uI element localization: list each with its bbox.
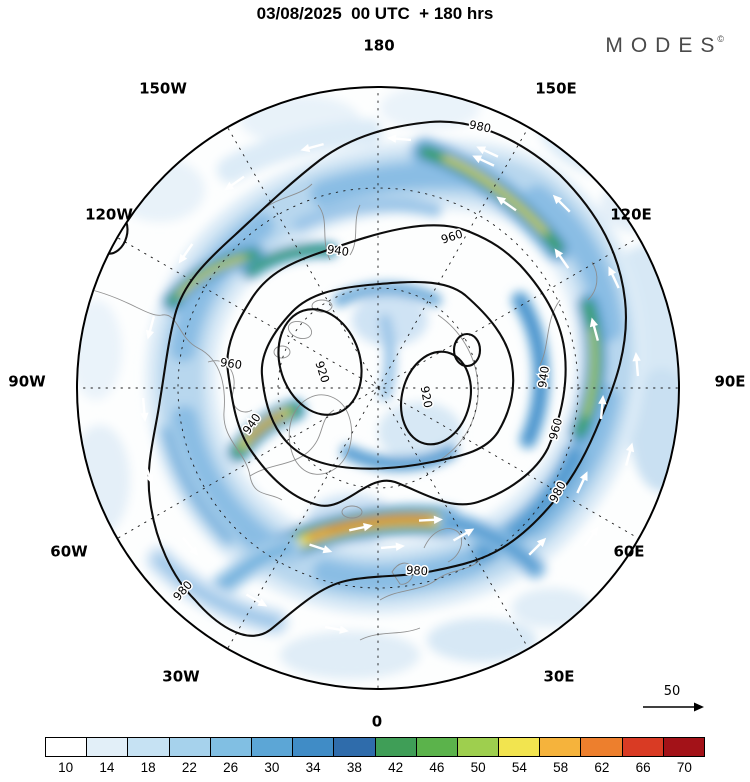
colorbar-tick-label: 62 — [594, 760, 610, 775]
colorbar-cell — [87, 738, 129, 756]
coastlines — [91, 183, 598, 641]
modes-logo-text: MODES — [605, 34, 723, 57]
isobar-960-contour — [226, 224, 567, 507]
isobar-label: 980 — [468, 117, 492, 135]
colorbar-tick-label: 46 — [429, 760, 445, 775]
isobar-label: 980 — [406, 563, 429, 578]
small-closed-contour — [452, 332, 482, 368]
colorbar-cell — [210, 738, 252, 756]
reference-vector-label: 50 — [664, 684, 681, 699]
chart-title: 03/08/2025 00 UTC + 180 hrs — [256, 4, 494, 23]
meridian-labels: 180 150W 150E 120W 120E 90W 90E 60W 60E … — [8, 37, 745, 731]
isobar-contours — [95, 120, 627, 637]
polar-map: 980 980 980 980 960 960 960 940 940 940 … — [8, 37, 745, 731]
meridian-label-180: 180 — [363, 37, 394, 55]
colorbar-cell — [375, 738, 417, 756]
meridian-label-30w: 30W — [162, 668, 200, 686]
colorbar-tick-label: 38 — [346, 760, 362, 775]
colorbar-cell — [334, 738, 376, 756]
meridian-label-120w: 120W — [85, 206, 133, 224]
colorbar-cell — [499, 738, 541, 756]
colorbar-cell — [251, 738, 294, 756]
meridian-label-90e: 90E — [714, 373, 745, 391]
colorbar-tick-label: 18 — [140, 760, 156, 775]
wind-speed-shading — [77, 87, 679, 679]
colorbar-cell — [457, 738, 500, 756]
colorbar-tick-label: 26 — [223, 760, 239, 775]
colorbar-tick-label: 54 — [511, 760, 527, 775]
colorbar-tick-label: 42 — [388, 760, 404, 775]
colorbar-cell — [169, 738, 211, 756]
isobar-920-contour — [400, 350, 472, 446]
isobar-980-contour — [147, 120, 627, 637]
map-boundary-circle — [76, 86, 680, 690]
colorbar-tick-label: 58 — [553, 760, 569, 775]
colorbar-tick-label: 30 — [264, 760, 280, 775]
meridian-label-150e: 150E — [535, 80, 577, 98]
colorbar-tick-label: 14 — [99, 760, 115, 775]
colorbar-cell — [416, 738, 458, 756]
colorbar-ticks: 10 14 18 22 26 30 34 38 42 46 50 54 58 62 66 70 — [45, 760, 705, 775]
reference-vector-arrowhead — [694, 702, 704, 712]
colorbar-tick-label: 50 — [470, 760, 486, 775]
graticule — [77, 87, 679, 689]
isobar-labels: 980 980 980 980 960 960 960 940 940 940 … — [169, 116, 571, 605]
colorbar-cell — [581, 738, 623, 756]
colorbar-cell — [128, 738, 170, 756]
colorbar-cell — [663, 738, 704, 756]
meridian-label-120e: 120E — [610, 206, 652, 224]
isobar-label: 940 — [535, 365, 552, 389]
colorbar-tick-label: 70 — [676, 760, 692, 775]
meridian-label-150w: 150W — [139, 80, 187, 98]
colorbar-tick-label: 22 — [181, 760, 197, 775]
meridian-label-30e: 30E — [543, 668, 574, 686]
meridian-label-90w: 90W — [8, 373, 46, 391]
modes-logo: MODES© — [605, 34, 724, 58]
isobar-label: 960 — [219, 355, 243, 372]
colorbar — [45, 737, 705, 757]
colorbar-cell — [293, 738, 335, 756]
isobar-940-contour — [260, 280, 515, 470]
reference-vector: 50 — [643, 684, 704, 712]
meridian-label-0: 0 — [372, 713, 382, 731]
isobar-label: 940 — [326, 242, 350, 259]
meridian-label-60w: 60W — [50, 543, 88, 561]
colorbar-cell — [540, 738, 582, 756]
meridian-label-60e: 60E — [613, 543, 644, 561]
isobar-label: 920 — [418, 385, 436, 409]
colorbar-cell — [622, 738, 664, 756]
isobar-920-contour — [277, 308, 363, 416]
modes-logo-mark: © — [717, 34, 724, 44]
colorbar-tick-label: 10 — [58, 760, 74, 775]
colorbar-cell — [46, 738, 88, 756]
colorbar-tick-label: 34 — [305, 760, 321, 775]
colorbar-tick-label: 66 — [635, 760, 651, 775]
